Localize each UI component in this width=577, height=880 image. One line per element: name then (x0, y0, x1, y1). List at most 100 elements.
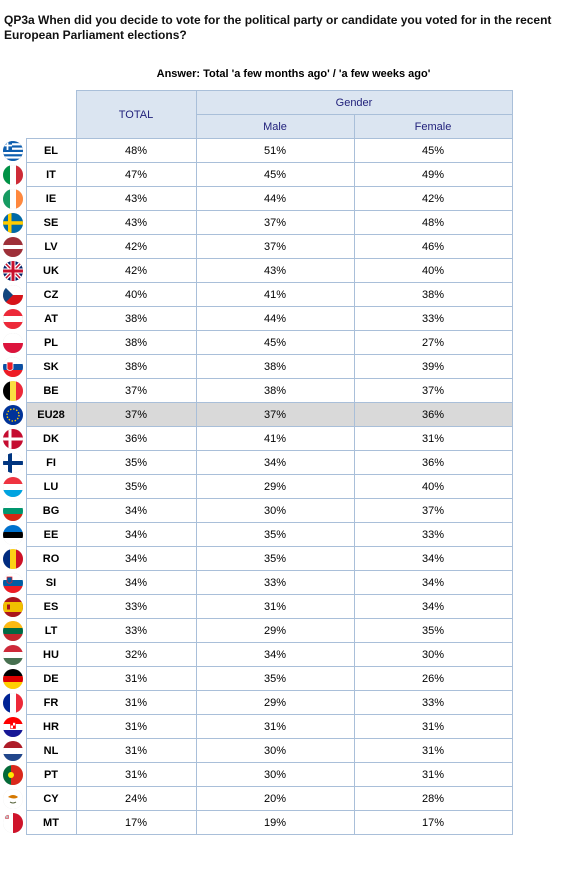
header-gender: Gender (195, 90, 513, 115)
table-row: EL 48% 51% 45% (0, 138, 513, 163)
male-value-cell: 35% (195, 666, 355, 691)
female-value-cell: 34% (353, 594, 513, 619)
flag-cell (0, 691, 26, 715)
country-code-cell: CY (25, 786, 77, 811)
total-value-cell: 43% (75, 210, 197, 235)
table-row: HU 32% 34% 30% (0, 642, 513, 667)
flag-cell (0, 331, 26, 355)
total-value-cell: 33% (75, 594, 197, 619)
total-value-cell: 34% (75, 570, 197, 595)
male-value-cell: 38% (195, 378, 355, 403)
country-code-cell: MT (25, 810, 77, 835)
flag-cell (0, 499, 26, 523)
flag-cell (0, 595, 26, 619)
female-value-cell: 31% (353, 426, 513, 451)
table-row: UK 42% 43% 40% (0, 258, 513, 283)
female-value-cell: 34% (353, 570, 513, 595)
flag-netherlands-icon (2, 740, 23, 761)
total-value-cell: 42% (75, 258, 197, 283)
country-code-cell: CZ (25, 282, 77, 307)
flag-bulgaria-icon (2, 500, 23, 521)
flag-eu-icon (2, 404, 23, 425)
table-row: NL 31% 30% 31% (0, 738, 513, 763)
table-row: SE 43% 37% 48% (0, 210, 513, 235)
flag-cell (0, 211, 26, 235)
table-row: CZ 40% 41% 38% (0, 282, 513, 307)
total-value-cell: 17% (75, 810, 197, 835)
flag-slovenia-icon (2, 572, 23, 593)
country-code-cell: PT (25, 762, 77, 787)
country-code-cell: PL (25, 330, 77, 355)
country-code-cell: DK (25, 426, 77, 451)
male-value-cell: 41% (195, 282, 355, 307)
total-value-cell: 34% (75, 522, 197, 547)
male-value-cell: 44% (195, 186, 355, 211)
flag-cell (0, 715, 26, 739)
male-value-cell: 45% (195, 330, 355, 355)
flag-hungary-icon (2, 644, 23, 665)
total-value-cell: 40% (75, 282, 197, 307)
flag-cell (0, 427, 26, 451)
flag-poland-icon (2, 332, 23, 353)
male-value-cell: 37% (195, 210, 355, 235)
answer-subtitle: Answer: Total 'a few months ago' / 'a fe… (156, 68, 431, 80)
country-code-cell: EE (25, 522, 77, 547)
flag-malta-icon (2, 812, 23, 833)
male-value-cell: 35% (195, 546, 355, 571)
flag-germany-icon (2, 668, 23, 689)
male-value-cell: 41% (195, 426, 355, 451)
female-value-cell: 28% (353, 786, 513, 811)
table-row: IT 47% 45% 49% (0, 162, 513, 187)
total-value-cell: 35% (75, 474, 197, 499)
flag-belgium-icon (2, 380, 23, 401)
flag-cell (0, 523, 26, 547)
female-value-cell: 17% (353, 810, 513, 835)
total-value-cell: 31% (75, 714, 197, 739)
female-value-cell: 39% (353, 354, 513, 379)
flag-cell (0, 571, 26, 595)
flag-estonia-icon (2, 524, 23, 545)
male-value-cell: 29% (195, 618, 355, 643)
flag-cell (0, 163, 26, 187)
flag-cell (0, 355, 26, 379)
flag-france-icon (2, 692, 23, 713)
female-value-cell: 26% (353, 666, 513, 691)
total-value-cell: 38% (75, 330, 197, 355)
male-value-cell: 37% (195, 402, 355, 427)
male-value-cell: 31% (195, 714, 355, 739)
male-value-cell: 30% (195, 762, 355, 787)
male-value-cell: 29% (195, 474, 355, 499)
country-code-cell: HR (25, 714, 77, 739)
male-value-cell: 38% (195, 354, 355, 379)
country-code-cell: SK (25, 354, 77, 379)
country-code-cell: LT (25, 618, 77, 643)
male-value-cell: 33% (195, 570, 355, 595)
flag-italy-icon (2, 164, 23, 185)
flag-czech-icon (2, 284, 23, 305)
flag-cell (0, 187, 26, 211)
male-value-cell: 43% (195, 258, 355, 283)
total-value-cell: 24% (75, 786, 197, 811)
table-row: DE 31% 35% 26% (0, 666, 513, 691)
female-value-cell: 37% (353, 498, 513, 523)
country-code-cell: DE (25, 666, 77, 691)
flag-cell (0, 547, 26, 571)
total-value-cell: 43% (75, 186, 197, 211)
table-row: FR 31% 29% 33% (0, 690, 513, 715)
male-value-cell: 45% (195, 162, 355, 187)
female-value-cell: 36% (353, 450, 513, 475)
total-value-cell: 37% (75, 402, 197, 427)
female-value-cell: 27% (353, 330, 513, 355)
flag-finland-icon (2, 452, 23, 473)
male-value-cell: 20% (195, 786, 355, 811)
flag-spain-icon (2, 596, 23, 617)
table-row: MT 17% 19% 17% (0, 810, 513, 835)
total-value-cell: 32% (75, 642, 197, 667)
flag-cell (0, 403, 26, 427)
flag-cell (0, 139, 26, 163)
table-row: EE 34% 35% 33% (0, 522, 513, 547)
table-row: EU28 37% 37% 36% (0, 402, 513, 427)
total-value-cell: 37% (75, 378, 197, 403)
female-value-cell: 31% (353, 738, 513, 763)
table-row: IE 43% 44% 42% (0, 186, 513, 211)
